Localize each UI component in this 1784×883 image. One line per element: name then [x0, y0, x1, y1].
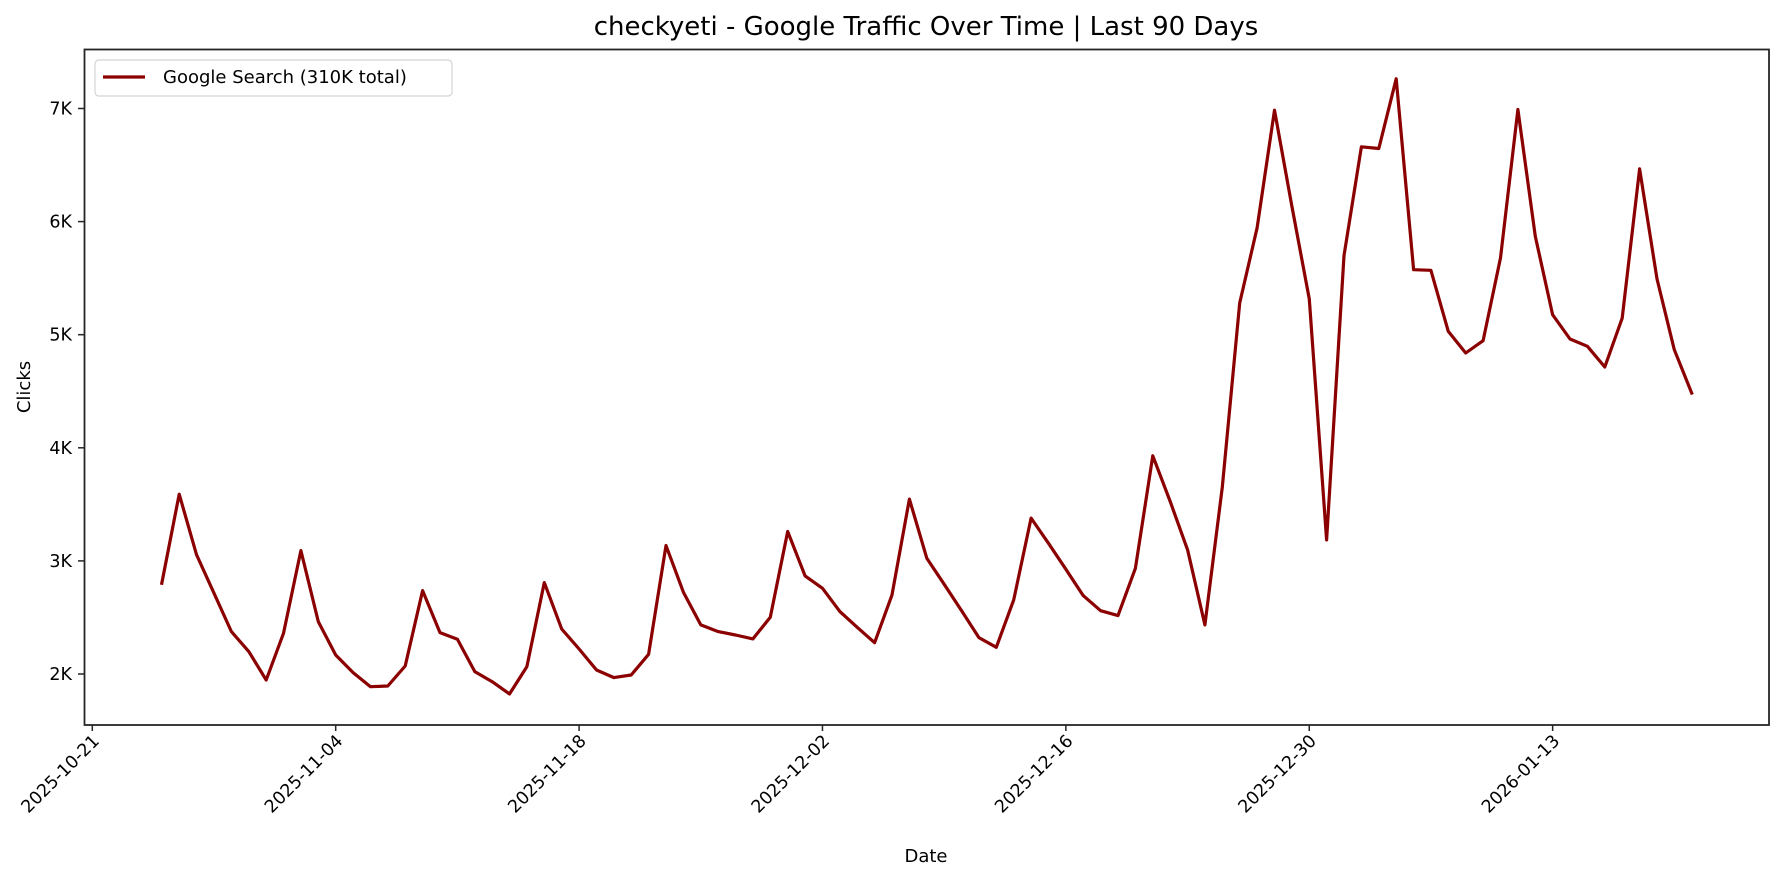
y-tick-label: 6K — [49, 213, 72, 233]
y-tick-label: 4K — [49, 439, 72, 459]
x-axis-label: Date — [904, 846, 947, 867]
series-line-google-search — [159, 77, 1694, 696]
y-axis: 2K 3K 4K 5K 6K 7K — [49, 100, 84, 685]
y-tick-label: 5K — [49, 326, 72, 346]
chart-title: checkyeti - Google Traffic Over Time | L… — [594, 12, 1259, 42]
y-tick-label: 3K — [49, 552, 72, 572]
y-tick-label: 2K — [49, 665, 72, 685]
legend: Google Search (310K total) — [94, 59, 453, 97]
y-axis-label: Clicks — [14, 361, 35, 413]
axes-frame — [83, 48, 1770, 726]
legend-label: Google Search (310K total) — [163, 67, 407, 88]
legend-box — [94, 59, 453, 97]
plot-area — [159, 77, 1694, 696]
y-tick-label: 7K — [49, 100, 72, 120]
